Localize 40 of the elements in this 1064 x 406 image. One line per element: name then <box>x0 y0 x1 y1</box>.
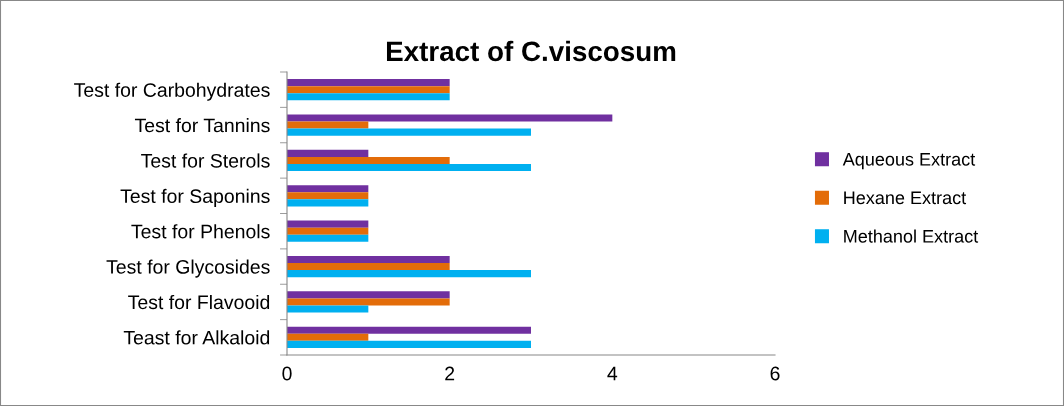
x-tick-label: 0 <box>282 366 292 381</box>
y-tick-label: Teast for Alkaloid <box>123 330 270 345</box>
bar <box>287 227 369 235</box>
legend-label: Methanol Extract <box>844 229 979 243</box>
bar <box>287 149 369 157</box>
bar <box>287 86 450 94</box>
bar <box>287 199 369 207</box>
x-tick-label: 2 <box>445 366 455 381</box>
bar <box>287 156 450 164</box>
y-tick-label: Test for Tannins <box>134 118 270 133</box>
legend-label: Hexane Extract <box>844 191 967 205</box>
y-tick-label: Test for Flavooid <box>128 294 270 310</box>
bar <box>287 121 369 129</box>
y-tick-label: Test for Carbohydrates <box>74 82 270 101</box>
y-tick-label: Test for Sterols <box>141 153 270 168</box>
y-tick-label: Test for Phenols <box>131 224 270 239</box>
bar <box>287 326 531 334</box>
bar <box>287 340 531 348</box>
legend-label: Aqueous Extract <box>842 153 976 170</box>
x-tick-label: 6 <box>770 366 780 381</box>
bar <box>287 128 531 136</box>
bar <box>287 220 369 228</box>
bar <box>287 114 613 122</box>
y-tick-label: Test for Saponins <box>120 188 270 207</box>
bar <box>287 298 450 306</box>
y-tick-label: Test for Glycosides <box>106 259 270 278</box>
bar <box>287 234 369 242</box>
bar <box>287 185 369 193</box>
bar <box>287 333 369 341</box>
bar <box>287 93 450 101</box>
chart-title: Extract of C.viscosum <box>386 40 676 62</box>
bar <box>287 305 369 313</box>
bar <box>287 255 450 264</box>
bar <box>287 270 531 278</box>
x-tick-label: 4 <box>607 366 618 381</box>
bar <box>287 192 369 200</box>
bar <box>287 291 450 299</box>
bar <box>287 163 531 172</box>
bar <box>287 263 450 271</box>
bar <box>287 79 450 87</box>
